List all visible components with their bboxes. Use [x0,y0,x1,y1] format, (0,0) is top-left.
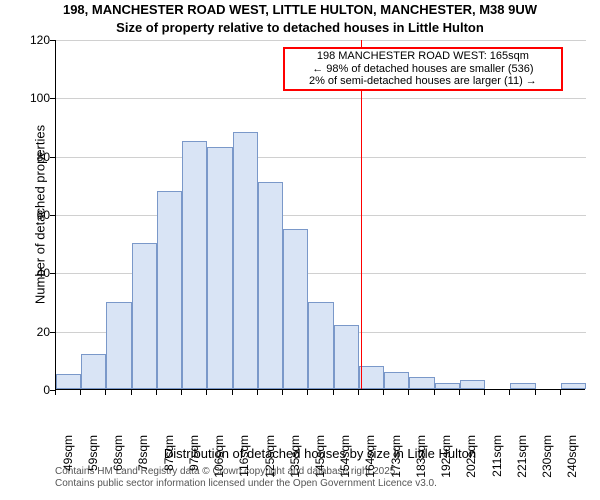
x-tick-mark [55,390,56,395]
gridline [56,40,586,41]
reference-line [361,40,362,389]
x-tick-label: 97sqm [187,435,201,495]
chart-title-main: 198, MANCHESTER ROAD WEST, LITTLE HULTON… [0,2,600,17]
x-tick-mark [509,390,510,395]
x-tick-label: 106sqm [212,435,226,495]
x-tick-mark [131,390,132,395]
x-tick-mark [408,390,409,395]
x-tick-mark [206,390,207,395]
x-tick-mark [181,390,182,395]
x-tick-label: 135sqm [288,435,302,495]
x-tick-mark [484,390,485,395]
x-tick-mark [434,390,435,395]
histogram-bar [132,243,157,389]
x-tick-mark [535,390,536,395]
gridline [56,98,586,99]
gridline [56,215,586,216]
histogram-bar [182,141,207,389]
histogram-bar [233,132,258,389]
x-tick-mark [459,390,460,395]
y-tick-label: 40 [20,266,50,280]
x-tick-mark [80,390,81,395]
annotation-line: ← 98% of detached houses are smaller (53… [285,63,561,76]
histogram-bar [510,383,535,389]
chart-container: 198, MANCHESTER ROAD WEST, LITTLE HULTON… [0,0,600,500]
x-tick-label: 211sqm [490,435,504,495]
x-tick-label: 125sqm [263,435,277,495]
x-tick-label: 173sqm [389,435,403,495]
y-tick-label: 80 [20,150,50,164]
x-tick-mark [282,390,283,395]
y-tick-label: 60 [20,208,50,222]
x-tick-label: 87sqm [162,435,176,495]
x-tick-label: 145sqm [313,435,327,495]
y-tick-label: 120 [20,33,50,47]
x-tick-label: 49sqm [61,435,75,495]
x-tick-label: 164sqm [363,435,377,495]
x-tick-label: 154sqm [338,435,352,495]
x-tick-label: 78sqm [136,435,150,495]
histogram-bar [308,302,333,390]
x-tick-label: 192sqm [439,435,453,495]
y-tick-mark [50,332,55,333]
annotation-box: 198 MANCHESTER ROAD WEST: 165sqm← 98% of… [283,47,563,91]
histogram-bar [283,229,308,389]
histogram-bar [334,325,359,389]
histogram-bar [81,354,106,389]
x-tick-mark [307,390,308,395]
x-tick-mark [358,390,359,395]
x-tick-label: 202sqm [464,435,478,495]
y-tick-mark [50,215,55,216]
histogram-bar [435,383,460,389]
x-tick-mark [156,390,157,395]
annotation-line: 2% of semi-detached houses are larger (1… [285,75,561,88]
y-tick-label: 0 [20,383,50,397]
x-tick-mark [383,390,384,395]
x-tick-mark [333,390,334,395]
histogram-bar [359,366,384,389]
histogram-bar [384,372,409,390]
x-tick-label: 183sqm [414,435,428,495]
x-tick-label: 221sqm [515,435,529,495]
histogram-bar [157,191,182,389]
y-tick-label: 100 [20,91,50,105]
x-tick-label: 240sqm [565,435,579,495]
x-tick-label: 68sqm [111,435,125,495]
x-tick-label: 116sqm [237,435,251,495]
y-tick-mark [50,273,55,274]
histogram-bar [207,147,232,389]
x-tick-mark [257,390,258,395]
x-tick-label: 230sqm [540,435,554,495]
x-tick-label: 59sqm [86,435,100,495]
histogram-bar [561,383,586,389]
histogram-bar [409,377,434,389]
x-tick-mark [232,390,233,395]
chart-title-sub: Size of property relative to detached ho… [0,20,600,35]
histogram-bar [106,302,131,390]
y-tick-mark [50,98,55,99]
gridline [56,157,586,158]
y-tick-mark [50,40,55,41]
y-tick-label: 20 [20,325,50,339]
histogram-bar [258,182,283,389]
histogram-bar [460,380,485,389]
histogram-bar [56,374,81,389]
x-tick-mark [560,390,561,395]
annotation-line: 198 MANCHESTER ROAD WEST: 165sqm [285,50,561,63]
x-tick-mark [105,390,106,395]
y-tick-mark [50,157,55,158]
plot-area [55,40,585,390]
